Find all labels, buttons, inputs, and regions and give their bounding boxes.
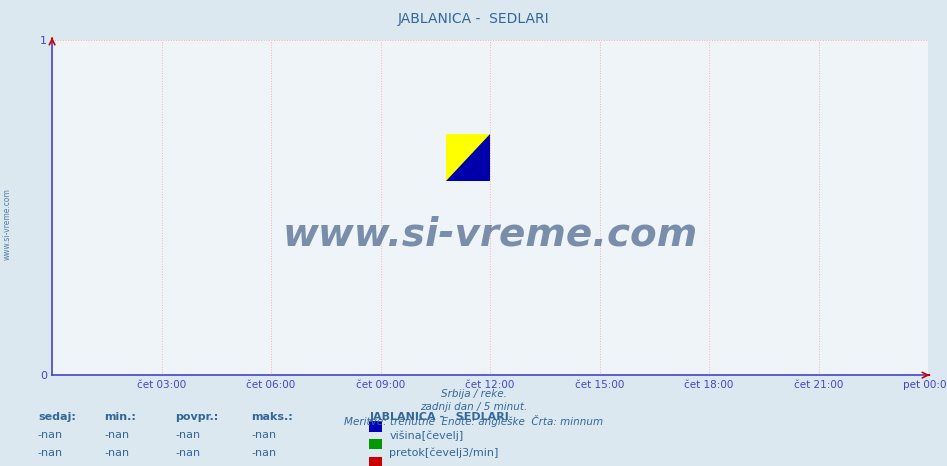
Text: pretok[čevelj3/min]: pretok[čevelj3/min] — [389, 448, 498, 459]
Text: -nan: -nan — [175, 430, 201, 440]
Text: Meritve: trenutne  Enote: angleške  Črta: minnum: Meritve: trenutne Enote: angleške Črta: … — [344, 415, 603, 427]
Text: -nan: -nan — [251, 448, 277, 458]
Text: JABLANICA -   SEDLARI: JABLANICA - SEDLARI — [369, 412, 509, 422]
Text: -nan: -nan — [38, 448, 63, 458]
Text: višina[čevelj]: višina[čevelj] — [389, 430, 463, 441]
Text: min.:: min.: — [104, 412, 136, 422]
Text: -nan: -nan — [175, 448, 201, 458]
Text: -nan: -nan — [104, 430, 130, 440]
Text: sedaj:: sedaj: — [38, 412, 76, 422]
Text: www.si-vreme.com: www.si-vreme.com — [3, 188, 12, 260]
Text: -nan: -nan — [251, 430, 277, 440]
Text: zadnji dan / 5 minut.: zadnji dan / 5 minut. — [420, 402, 527, 412]
Text: maks.:: maks.: — [251, 412, 293, 422]
Text: Srbija / reke.: Srbija / reke. — [440, 389, 507, 399]
Text: povpr.:: povpr.: — [175, 412, 219, 422]
Text: -nan: -nan — [104, 448, 130, 458]
Text: www.si-vreme.com: www.si-vreme.com — [282, 215, 698, 253]
Text: JABLANICA -  SEDLARI: JABLANICA - SEDLARI — [398, 12, 549, 26]
Text: -nan: -nan — [38, 430, 63, 440]
